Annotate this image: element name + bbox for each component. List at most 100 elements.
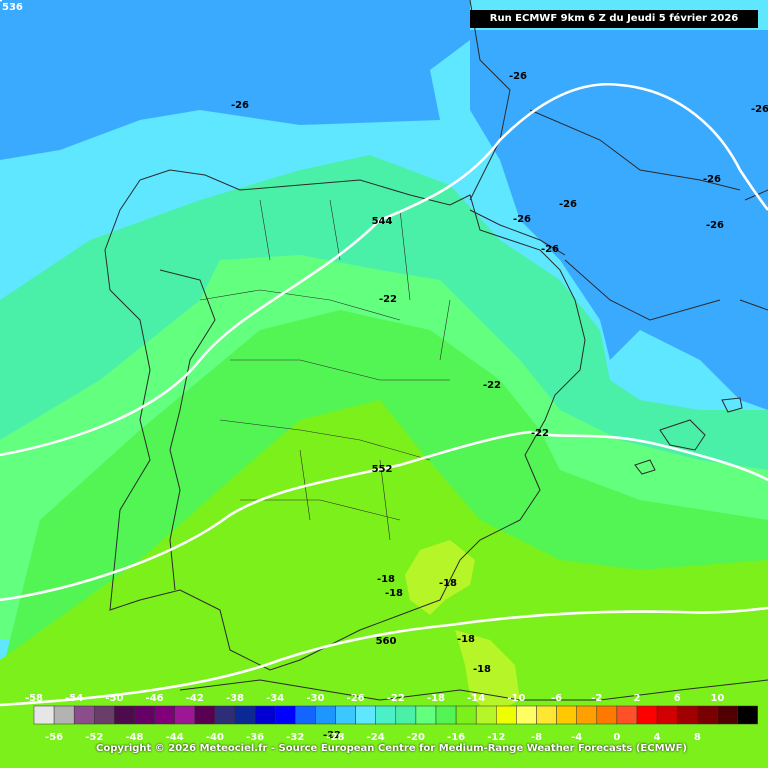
temp-label: -22 xyxy=(323,730,341,741)
legend-color-cell xyxy=(254,705,276,725)
balearic-islands xyxy=(634,397,743,475)
legend-bottom-label: -36 xyxy=(246,732,264,743)
forecast-date: Samedi 7 février 2026 xyxy=(14,12,202,30)
legend-color-cell xyxy=(455,705,477,725)
temp-label: -26 xyxy=(541,244,559,255)
legend-bottom-label: 8 xyxy=(694,732,701,743)
legend-color-cell xyxy=(53,705,75,725)
legend-top-label: -38 xyxy=(226,693,244,704)
legend-top-label: -6 xyxy=(551,693,562,704)
legend-color-cell xyxy=(154,705,175,725)
legend-color-cells xyxy=(33,705,758,725)
run-info-box: Run ECMWF 9km 6 Z du Jeudi 5 février 202… xyxy=(470,10,758,28)
legend-bottom-label: -40 xyxy=(206,732,224,743)
legend-bottom-label: -24 xyxy=(367,732,385,743)
legend-color-cell xyxy=(335,705,356,725)
legend-top-label: -34 xyxy=(266,693,284,704)
temp-label: -26 xyxy=(509,71,527,82)
legend-top-label: 10 xyxy=(710,693,724,704)
legend-bottom-label: -56 xyxy=(45,732,63,743)
legend-color-cell xyxy=(496,705,517,725)
legend-bottom-label: 4 xyxy=(654,732,661,743)
band-yellow-green-south xyxy=(405,540,475,615)
legend-color-cell xyxy=(33,705,55,725)
temp-label: -22 xyxy=(483,380,501,391)
legend-color-cell xyxy=(616,705,638,725)
coastline-north-africa xyxy=(179,679,768,701)
legend-color-cell xyxy=(737,705,758,725)
legend: -58 -54 -50 -46 -42 -38 -34 -30 -26 -22 -18 -14 -10-… xyxy=(25,693,758,743)
legend-top-label: -26 xyxy=(347,693,365,704)
forecast-time: 16:00 locale (+ 57h) xyxy=(14,34,240,59)
border-spain-france xyxy=(469,209,566,256)
legend-top-label: -22 xyxy=(387,693,405,704)
legend-top-label: 6 xyxy=(674,693,681,704)
temp-label: -18 xyxy=(457,634,475,645)
legend-color-cell xyxy=(134,705,155,725)
corner-isoline-value: 536 xyxy=(2,2,23,13)
legend-bottom-label: -16 xyxy=(447,732,465,743)
temp-label: -22 xyxy=(531,428,549,439)
band-deep-blue-east xyxy=(470,30,768,410)
forecast-time-value: 16:00 locale xyxy=(14,34,165,59)
band-lime xyxy=(0,400,768,768)
legend-top-label: -54 xyxy=(65,693,83,704)
legend-color-cell xyxy=(475,705,497,725)
legend-color-cell xyxy=(576,705,598,725)
coastline-iberia xyxy=(104,169,586,671)
legend-color-cell xyxy=(536,705,557,725)
legend-bottom-label: -52 xyxy=(85,732,103,743)
temp-label: -18 xyxy=(385,588,403,599)
temp-label: -22 xyxy=(379,294,397,305)
temp-label: -18 xyxy=(473,664,491,675)
coastline-france xyxy=(469,0,741,321)
legend-color-cell xyxy=(395,705,417,725)
temp-label: -18 xyxy=(377,574,395,585)
country-borders xyxy=(104,0,768,701)
isoline-560 xyxy=(0,606,768,707)
temp-label: -26 xyxy=(706,220,724,231)
legend-color-cell xyxy=(174,705,196,725)
legend-bottom-label: -48 xyxy=(125,732,143,743)
legend-bottom-label: -32 xyxy=(286,732,304,743)
temp-label: -26 xyxy=(751,104,768,115)
legend-color-cell xyxy=(375,705,397,725)
legend-color-cell xyxy=(274,705,296,725)
legend-top-label: -14 xyxy=(467,693,485,704)
legend-color-cell xyxy=(676,705,698,725)
legend-color-cell xyxy=(636,705,658,725)
legend-top-label: -18 xyxy=(427,693,445,704)
legend-top-label: -50 xyxy=(105,693,123,704)
legend-top-label: -46 xyxy=(146,693,164,704)
legend-top-label: -30 xyxy=(306,693,324,704)
legend-bottom-label: -8 xyxy=(531,732,542,743)
parameter-label: Temp./Geop. 500hPa (°C) xyxy=(14,68,225,86)
legend-top-labels: -58 -54 -50 -46 -42 -38 -34 -30 -26 -22 -18 -14 -10-… xyxy=(25,693,724,704)
copyright-text: Copyright © 2026 Meteociel.fr - Source E… xyxy=(96,743,687,754)
legend-bottom-label: -20 xyxy=(407,732,425,743)
legend-bottom-label: -12 xyxy=(487,732,505,743)
band-deep-blue-north xyxy=(0,0,470,160)
legend-color-cell xyxy=(656,705,678,725)
legend-color-cell xyxy=(435,705,457,725)
legend-bottom-label: -44 xyxy=(166,732,184,743)
geopotential-labels: 544 552 560 xyxy=(372,216,397,647)
legend-color-cell xyxy=(556,705,577,725)
temp-label: -26 xyxy=(559,199,577,210)
legend-color-cell xyxy=(315,705,336,725)
temp-label: -26 xyxy=(703,174,721,185)
legend-color-cell xyxy=(94,705,115,725)
legend-color-cell xyxy=(717,705,738,725)
geop-label: 560 xyxy=(376,636,397,647)
legend-color-cell xyxy=(214,705,236,725)
legend-color-cell xyxy=(355,705,376,725)
legend-bottom-label: -4 xyxy=(571,732,582,743)
legend-color-cell xyxy=(114,705,135,725)
temp-label: -26 xyxy=(231,100,249,111)
isoline-544 xyxy=(0,82,768,457)
legend-color-cell xyxy=(234,705,256,725)
legend-bottom-label: -28 xyxy=(326,732,344,743)
legend-bottom-labels: -56 -52 -48 -44 -40 -36 -32 -28 -24 -20 -16 -12 -8 -4… xyxy=(45,732,701,743)
legend-color-cell xyxy=(73,705,95,725)
